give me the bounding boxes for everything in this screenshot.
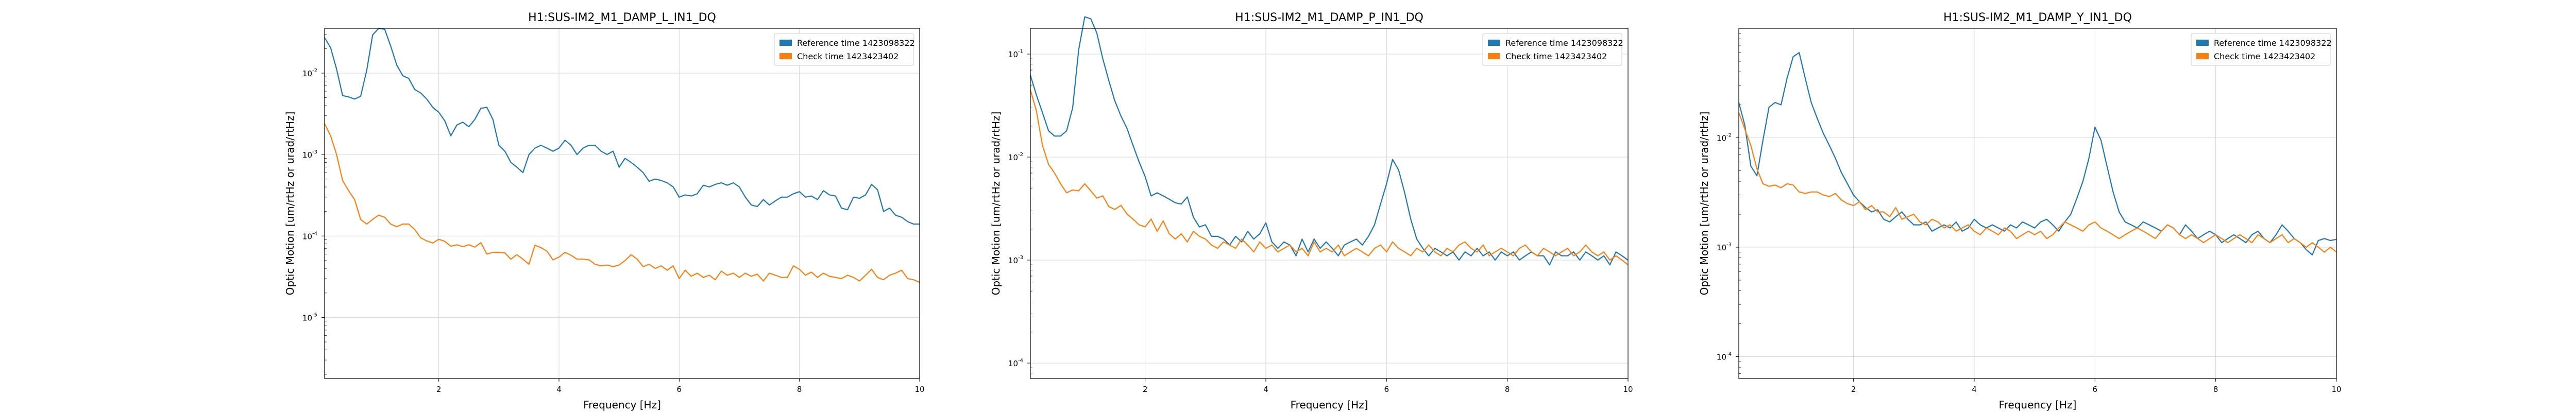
plot-frame [1738, 28, 2337, 379]
x-tick-label: 10 [2331, 385, 2341, 394]
chart-title: H1:SUS-IM2_M1_DAMP_L_IN1_DQ [528, 11, 716, 24]
series-line [1738, 112, 2337, 253]
legend-label: Check time 1423423402 [1505, 52, 1607, 61]
plot-frame [1030, 28, 1629, 379]
chart-title: H1:SUS-IM2_M1_DAMP_Y_IN1_DQ [1943, 11, 2132, 24]
series-line [1029, 90, 1629, 266]
y-tick-label: 10-2 [1008, 152, 1023, 162]
y-tick-label: 10-3 [1008, 255, 1023, 265]
x-tick-label: 10 [914, 385, 924, 394]
legend-label: Reference time 1423098322 [1505, 38, 1623, 48]
chart-title: H1:SUS-IM2_M1_DAMP_P_IN1_DQ [1235, 11, 1423, 24]
x-tick-label: 2 [436, 385, 442, 394]
y-tick-label: 10-2 [302, 68, 317, 78]
x-tick-label: 2 [1143, 385, 1148, 394]
x-tick-label: 4 [1263, 385, 1268, 394]
legend-swatch [1488, 53, 1500, 59]
legend: Reference time 1423098322 Check time 1423… [2191, 33, 2332, 66]
x-tick-label: 4 [1972, 385, 1977, 394]
legend-box [2191, 33, 2331, 66]
y-axis-label: Optic Motion [um/rtHz or urad/rtHz] [990, 112, 1002, 296]
y-tick-label: 10-3 [302, 149, 317, 160]
x-axis-label: Frequency [Hz] [583, 399, 661, 411]
chart-panel: 2 4 6 8 10 10-2 10-3 10-4 10-5 H1:SUS-IM2_M1_DAMP… [284, 11, 925, 411]
plot-frame [324, 28, 920, 379]
x-tick-label: 4 [556, 385, 562, 394]
legend-swatch [2196, 40, 2209, 46]
y-tick-label: 10-4 [1008, 358, 1023, 368]
y-tick-label: 10-1 [1008, 49, 1023, 59]
y-tick-label: 10-5 [302, 312, 317, 322]
legend-swatch [779, 40, 792, 46]
x-tick-label: 6 [1384, 385, 1389, 394]
y-tick-label: 10-2 [1717, 133, 1732, 143]
x-tick-label: 10 [1623, 385, 1633, 394]
x-tick-label: 6 [677, 385, 682, 394]
legend: Reference time 1423098322 Check time 1423… [1482, 33, 1623, 66]
legend-box [774, 33, 914, 66]
legend: Reference time 1423098322 Check time 1423… [774, 33, 915, 66]
legend-swatch [2196, 53, 2209, 59]
x-tick-label: 8 [2213, 385, 2218, 394]
x-tick-label: 2 [1851, 385, 1856, 394]
x-tick-label: 8 [797, 385, 802, 394]
legend-label: Check time 1423423402 [2214, 52, 2315, 61]
legend-label: Reference time 1423098322 [2214, 38, 2332, 48]
x-axis-label: Frequency [Hz] [1999, 399, 2077, 411]
series-line [1029, 16, 1629, 266]
series-line [324, 123, 920, 283]
y-tick-label: 10-3 [1717, 242, 1732, 252]
series-line [324, 27, 920, 225]
y-axis-label: Optic Motion [um/rtHz or urad/rtHz] [284, 112, 296, 296]
legend-swatch [779, 53, 792, 59]
legend-label: Reference time 1423098322 [797, 38, 915, 48]
y-axis-label: Optic Motion [um/rtHz or urad/rtHz] [1698, 112, 1710, 296]
legend-box [1482, 33, 1622, 66]
x-tick-label: 6 [2093, 385, 2098, 394]
x-tick-label: 8 [1505, 385, 1510, 394]
legend-swatch [1488, 40, 1500, 46]
x-axis-label: Frequency [Hz] [1291, 399, 1368, 411]
y-tick-label: 10-4 [1717, 352, 1732, 362]
legend-label: Check time 1423423402 [797, 52, 899, 61]
chart-panel: 2 4 6 8 10 10-1 10-2 10-3 10-4 H1:SUS-IM2_M1_DAMP… [990, 11, 1633, 411]
chart-panel: 2 4 6 8 10 10-2 10-3 10-4 H1:SUS-IM2_M1_DAMP_Y_I… [1698, 11, 2342, 411]
series-line [1738, 52, 2337, 256]
y-tick-label: 10-4 [302, 231, 317, 241]
